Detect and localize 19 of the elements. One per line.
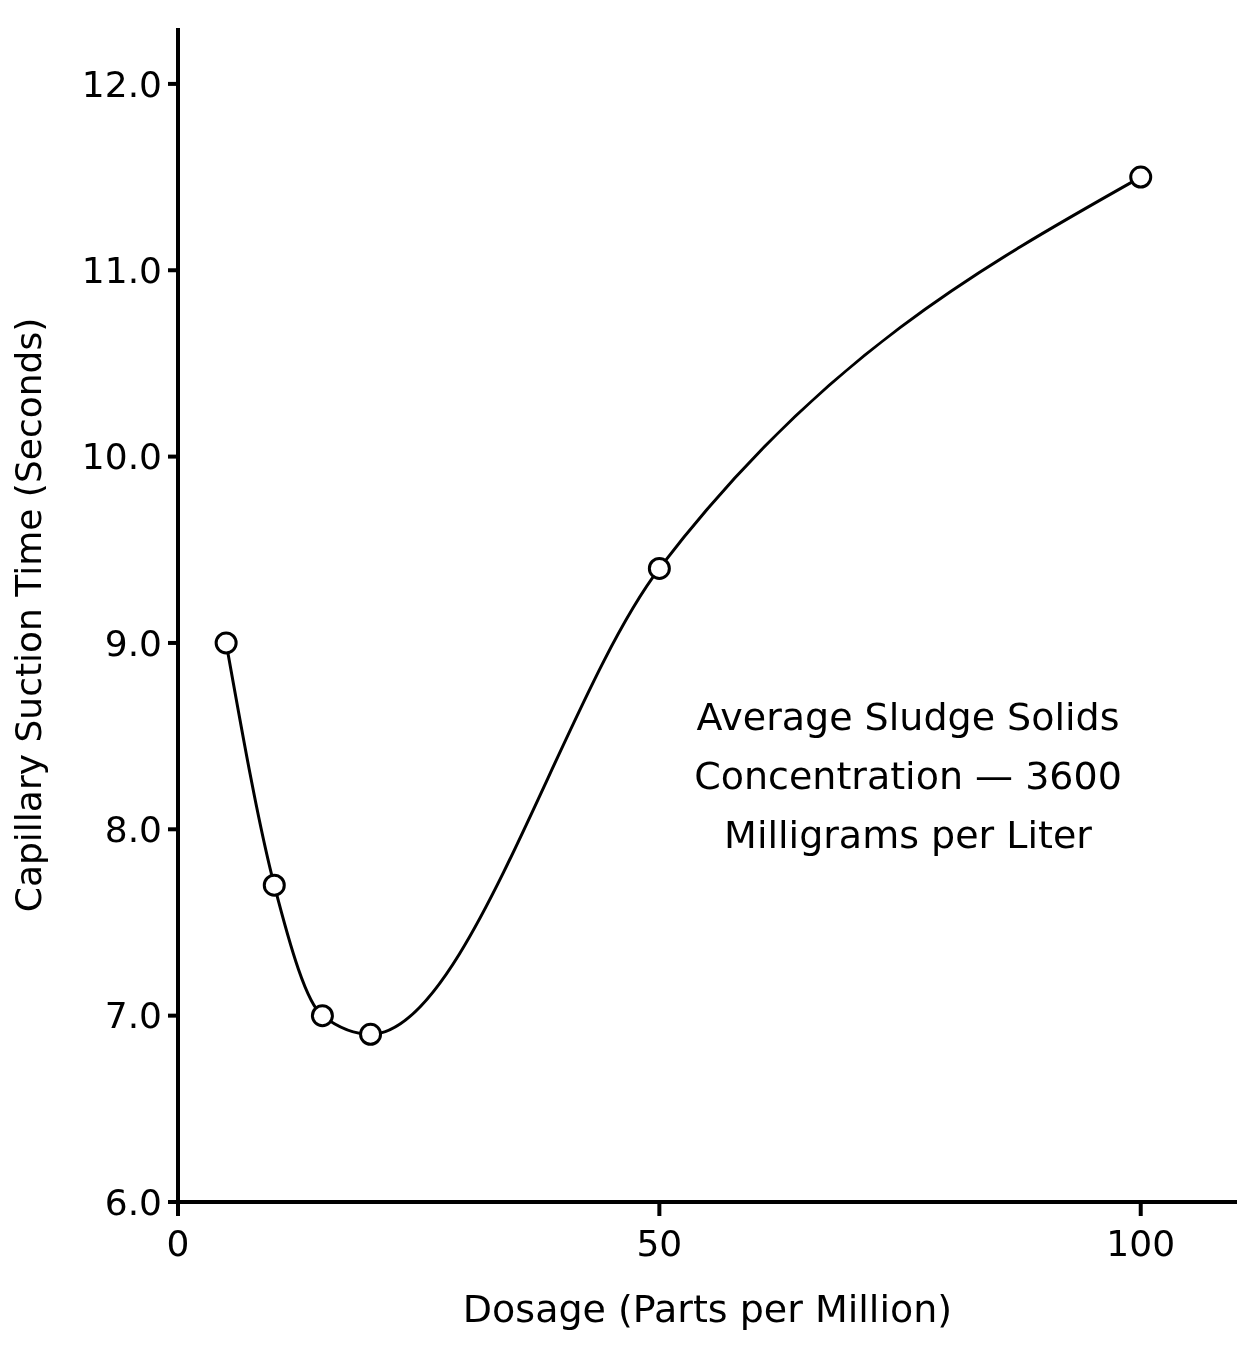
x-tick-label: 100 [1106,1222,1176,1264]
point [359,1022,383,1046]
y-tick-label: 6.0 [104,1181,162,1223]
y-tick-label: 8.0 [104,809,162,851]
y-tick-label: 12.0 [81,63,162,105]
point [1129,165,1153,189]
point [262,873,286,897]
point [647,556,671,580]
point [310,1004,334,1028]
y-tick-label: 10.0 [81,436,162,478]
y-tick-label: 7.0 [104,995,162,1037]
y-tick-label: 9.0 [104,622,162,664]
annotation: Average Sludge Solids Concentration — 3600 Milligrams per Liter [693,694,1123,859]
y-tick-label: 11.0 [81,250,162,292]
y-axis-title: Capillary Suction Time (Seconds) [7,317,49,913]
x-tick-label: 50 [636,1222,683,1264]
x-axis-title: Dosage (Parts per Million) [462,1287,953,1331]
point [214,631,238,655]
x-tick-label: 0 [166,1222,190,1264]
